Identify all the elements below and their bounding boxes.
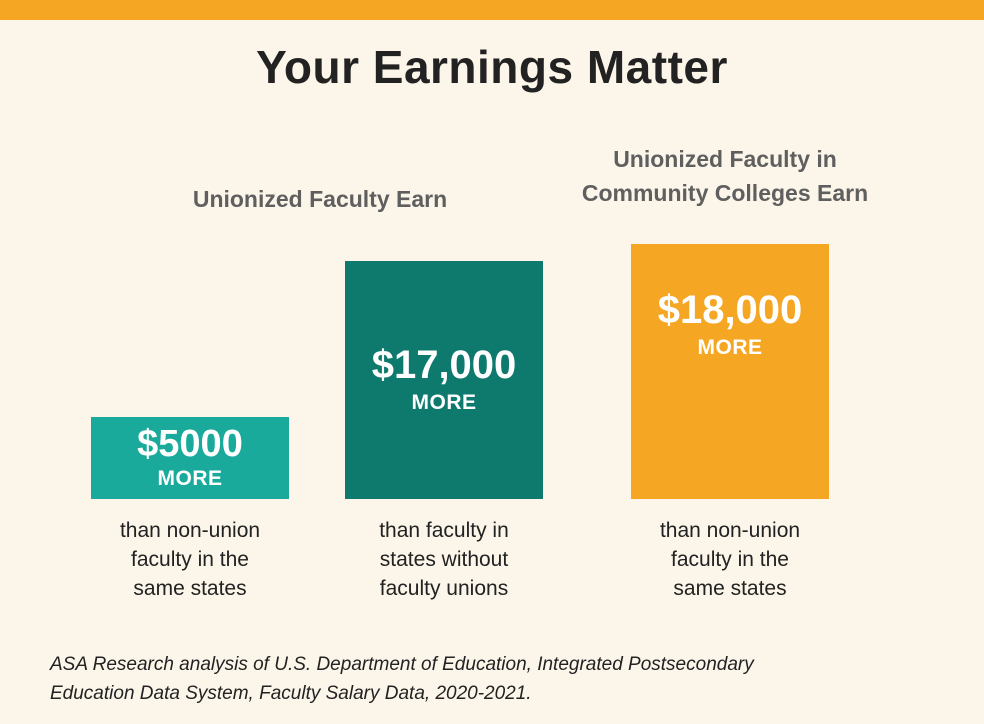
group-label-unionized: Unionized Faculty Earn: [140, 182, 500, 216]
caption-line: faculty in the: [671, 548, 789, 571]
caption-line: faculty in the: [131, 548, 249, 571]
bar-value-label: $17,000: [371, 343, 517, 387]
bar-caption-1: than non-union faculty in the same state…: [80, 516, 300, 603]
caption-line: same states: [673, 577, 787, 600]
bar-more-label: MORE: [157, 467, 223, 490]
source-note: ASA Research analysis of U.S. Department…: [50, 650, 950, 708]
top-accent-bar: [0, 0, 984, 20]
caption-line: states without: [379, 548, 509, 571]
bar-more-label: MORE: [411, 391, 477, 414]
bar-caption-2: than faculty in states without faculty u…: [334, 516, 554, 603]
group-label-unionized-text: Unionized Faculty Earn: [192, 186, 448, 212]
group-label-community-line2: Community Colleges Earn: [581, 180, 869, 206]
bar-value-label: $5000: [137, 423, 243, 465]
caption-line: than non-union: [119, 519, 261, 542]
bar-unionized-vs-nonunion-states: $17,000 MORE: [345, 261, 543, 499]
source-line-1: ASA Research analysis of U.S. Department…: [50, 654, 754, 675]
caption-line: faculty unions: [379, 577, 509, 600]
caption-line: than non-union: [659, 519, 801, 542]
bar-more-label: MORE: [697, 336, 763, 359]
bar-unionized-same-states: $5000 MORE: [91, 417, 289, 499]
bar-value-label: $18,000: [657, 288, 803, 332]
source-line-2: Education Data System, Faculty Salary Da…: [50, 683, 532, 704]
bar-caption-3: than non-union faculty in the same state…: [620, 516, 840, 603]
page-title: Your Earnings Matter: [256, 41, 728, 93]
bar-community-colleges: $18,000 MORE: [631, 244, 829, 499]
caption-line: same states: [133, 577, 247, 600]
caption-line: than faculty in: [379, 519, 509, 542]
group-label-community-line1: Unionized Faculty in: [613, 146, 837, 172]
group-label-community-colleges: Unionized Faculty in Community Colleges …: [530, 142, 920, 210]
